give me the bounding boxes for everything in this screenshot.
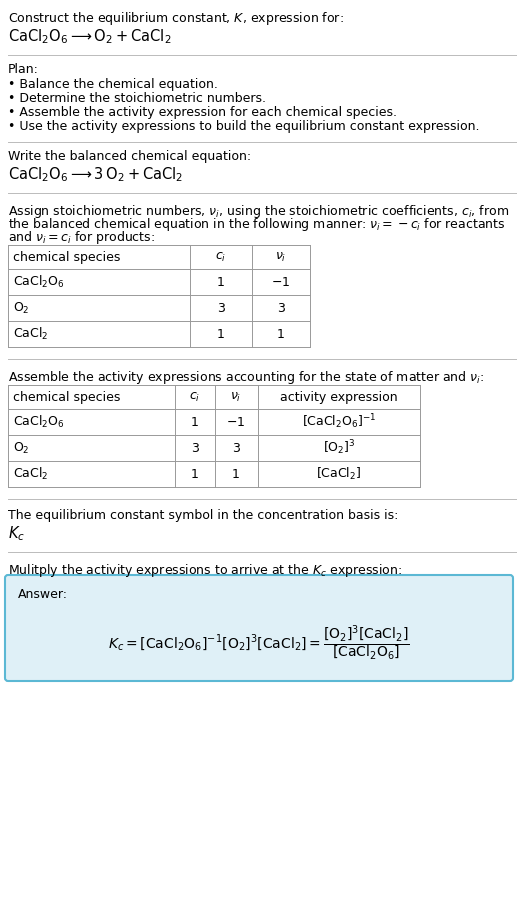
Text: 1: 1 [191,415,199,429]
Text: $\mathrm{CaCl_2O_6} \longrightarrow \mathrm{O_2 + CaCl_2}$: $\mathrm{CaCl_2O_6} \longrightarrow \mat… [8,27,171,46]
Text: $\nu_i$: $\nu_i$ [275,250,287,264]
Text: • Assemble the activity expression for each chemical species.: • Assemble the activity expression for e… [8,106,397,119]
Text: • Determine the stoichiometric numbers.: • Determine the stoichiometric numbers. [8,92,266,105]
Text: The equilibrium constant symbol in the concentration basis is:: The equilibrium constant symbol in the c… [8,509,398,522]
Text: 1: 1 [232,467,240,481]
Text: $K_c = [\mathrm{CaCl_2O_6}]^{-1}[\mathrm{O_2}]^3[\mathrm{CaCl_2}] = \dfrac{[\mat: $K_c = [\mathrm{CaCl_2O_6}]^{-1}[\mathrm… [108,623,410,662]
Text: 3: 3 [217,301,225,315]
Text: $K_c$: $K_c$ [8,524,25,543]
Text: $\mathrm{CaCl_2O_6}$: $\mathrm{CaCl_2O_6}$ [13,274,64,290]
Text: 1: 1 [217,275,225,289]
Text: 1: 1 [277,327,285,341]
Text: Assign stoichiometric numbers, $\nu_i$, using the stoichiometric coefficients, $: Assign stoichiometric numbers, $\nu_i$, … [8,203,509,220]
Text: and $\nu_i = c_i$ for products:: and $\nu_i = c_i$ for products: [8,229,155,246]
Text: $\mathrm{O_2}$: $\mathrm{O_2}$ [13,440,29,456]
Text: $c_i$: $c_i$ [189,390,201,404]
Text: 3: 3 [232,441,240,455]
Text: 3: 3 [277,301,285,315]
Text: $\mathrm{O_2}$: $\mathrm{O_2}$ [13,300,29,316]
Text: 3: 3 [191,441,199,455]
Text: Assemble the activity expressions accounting for the state of matter and $\nu_i$: Assemble the activity expressions accoun… [8,369,484,386]
Text: Construct the equilibrium constant, $K$, expression for:: Construct the equilibrium constant, $K$,… [8,10,344,27]
Text: Write the balanced chemical equation:: Write the balanced chemical equation: [8,150,251,163]
Text: $\mathrm{CaCl_2O_6} \longrightarrow 3\,\mathrm{O_2 + CaCl_2}$: $\mathrm{CaCl_2O_6} \longrightarrow 3\,\… [8,165,183,184]
Text: • Use the activity expressions to build the equilibrium constant expression.: • Use the activity expressions to build … [8,120,479,133]
Text: $[\mathrm{CaCl_2O_6}]^{-1}$: $[\mathrm{CaCl_2O_6}]^{-1}$ [302,413,376,431]
Text: $\nu_i$: $\nu_i$ [231,390,242,404]
Text: $\mathrm{CaCl_2}$: $\mathrm{CaCl_2}$ [13,466,48,482]
Text: $\mathrm{CaCl_2}$: $\mathrm{CaCl_2}$ [13,326,48,342]
Text: $-1$: $-1$ [271,275,291,289]
Text: $-1$: $-1$ [226,415,246,429]
Text: $\mathrm{CaCl_2O_6}$: $\mathrm{CaCl_2O_6}$ [13,414,64,430]
Text: • Balance the chemical equation.: • Balance the chemical equation. [8,78,218,91]
Text: $[\mathrm{O_2}]^3$: $[\mathrm{O_2}]^3$ [323,439,355,457]
Text: $c_i$: $c_i$ [215,250,227,264]
Text: the balanced chemical equation in the following manner: $\nu_i = -c_i$ for react: the balanced chemical equation in the fo… [8,216,506,233]
Text: 1: 1 [191,467,199,481]
Text: chemical species: chemical species [13,390,121,404]
Text: Plan:: Plan: [8,63,39,76]
Text: Answer:: Answer: [18,588,68,601]
Text: activity expression: activity expression [280,390,398,404]
Text: chemical species: chemical species [13,250,121,264]
FancyBboxPatch shape [5,575,513,681]
Text: 1: 1 [217,327,225,341]
Text: $[\mathrm{CaCl_2}]$: $[\mathrm{CaCl_2}]$ [316,466,362,482]
Text: Mulitply the activity expressions to arrive at the $K_c$ expression:: Mulitply the activity expressions to arr… [8,562,402,579]
